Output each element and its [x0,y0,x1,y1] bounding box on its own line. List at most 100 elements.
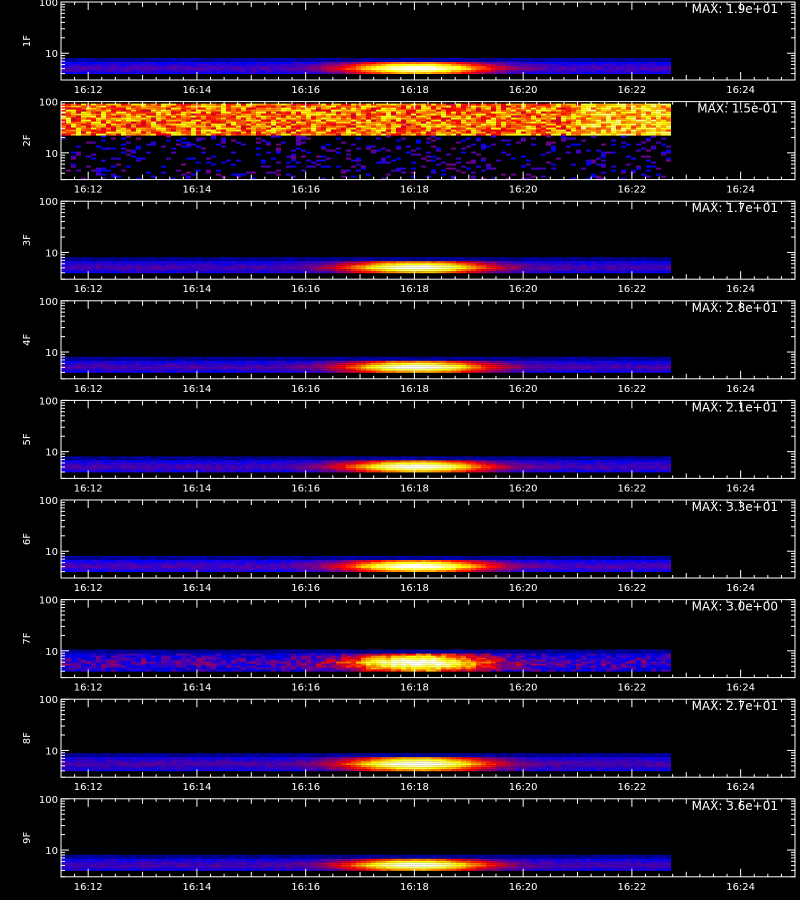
heatmap-cell [201,125,206,128]
heatmap-cell [66,62,71,64]
heatmap-cell [316,159,321,162]
heatmap-cell [236,109,241,112]
heatmap-cell [406,70,411,72]
heatmap-cell [426,271,431,274]
heatmap-cell [591,127,596,130]
heatmap-cell [161,58,166,60]
heatmap-cell [666,263,671,266]
heatmap-cell [281,261,286,264]
heatmap-cell [306,68,311,70]
heatmap-cell [651,147,656,150]
heatmap-cell [291,109,296,112]
heatmap-cell [286,62,291,64]
heatmap-cell [601,151,606,154]
heatmap-cell [206,103,211,106]
heatmap-cell [376,123,381,126]
heatmap-cell [131,265,136,268]
heatmap-cell [391,257,396,260]
heatmap-cell [591,129,596,132]
heatmap-cell [411,119,416,122]
heatmap-cell [346,117,351,120]
heatmap-cell [466,161,471,164]
heatmap-cell [476,60,481,62]
heatmap-cell [526,129,531,132]
heatmap-cell [526,70,531,72]
heatmap-cell [181,115,186,118]
heatmap-cell [201,263,206,266]
heatmap-cell [576,109,581,112]
heatmap-cell [556,133,561,136]
heatmap-cell [146,368,151,371]
heatmap-cell [241,103,246,106]
heatmap-cell [141,125,146,128]
heatmap-cell [601,121,606,124]
heatmap-cell [621,113,626,116]
heatmap-cell [561,117,566,120]
heatmap-cell [376,125,381,128]
heatmap-cell [471,113,476,116]
heatmap-cell [431,123,436,126]
heatmap-cell [361,263,366,266]
heatmap-cell [401,261,406,264]
heatmap-cell [661,121,666,124]
heatmap-cell [266,66,271,68]
heatmap-cell [416,139,421,142]
heatmap-cell [576,103,581,106]
heatmap-cell [146,269,151,272]
heatmap-cell [661,64,666,66]
heatmap-cell [511,113,516,116]
heatmap-cell [226,66,231,68]
heatmap-cell [351,125,356,128]
heatmap-cell [441,121,446,124]
heatmap-cell [291,70,296,72]
y-tick-label: 100 [39,98,58,109]
heatmap-cell [116,62,121,64]
heatmap-cell [106,366,111,369]
heatmap-cell [336,129,341,132]
heatmap-cell [466,167,471,170]
heatmap-cell [391,123,396,126]
heatmap-cell [636,109,641,112]
heatmap-cell [271,105,276,108]
heatmap-cell [231,139,236,142]
heatmap-cell [531,263,536,266]
heatmap-cell [186,123,191,126]
heatmap-cell [581,111,586,114]
heatmap-cell [341,115,346,118]
heatmap-cell [361,167,366,170]
heatmap-cell [306,121,311,124]
heatmap-cell [631,115,636,118]
heatmap-cell [366,119,371,122]
heatmap-cell [356,60,361,62]
heatmap-cell [151,127,156,130]
heatmap-cell [111,131,116,134]
heatmap-cell [456,271,461,274]
heatmap-cell [266,141,271,144]
heatmap-cell [541,175,546,178]
heatmap-cell [491,70,496,72]
heatmap-cell [201,137,206,140]
heatmap-cell [211,111,216,114]
heatmap-cell [201,70,206,72]
heatmap-cell [501,271,506,274]
heatmap-cell [121,267,126,270]
heatmap-cell [436,149,441,152]
heatmap-cell [421,111,426,114]
heatmap-cell [386,58,391,60]
heatmap-cell [401,131,406,134]
heatmap-cell [581,72,586,74]
heatmap-cell [616,60,621,62]
heatmap-cell [416,115,421,118]
heatmap-cell [641,70,646,72]
heatmap-cell [501,64,506,66]
heatmap-cell [616,121,621,124]
heatmap-cell [336,259,341,262]
heatmap-cell [496,119,501,122]
heatmap-cell [201,271,206,274]
heatmap-cell [401,66,406,68]
heatmap-cell [326,109,331,112]
heatmap-cell [656,131,661,134]
heatmap-cell [601,115,606,118]
heatmap-cell [466,107,471,110]
